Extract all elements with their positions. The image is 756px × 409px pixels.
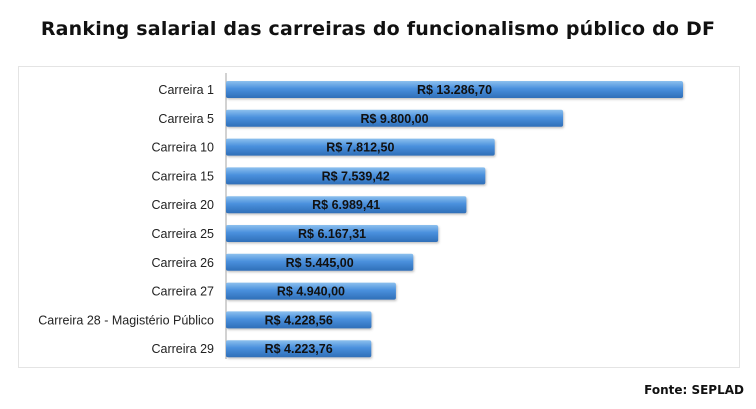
value-label: R$ 4.940,00 <box>277 285 345 299</box>
source-note: Fonte: SEPLAD <box>644 383 744 397</box>
value-label: R$ 6.989,41 <box>312 198 380 212</box>
category-label: Carreira 1 <box>158 83 214 97</box>
bar <box>226 340 372 358</box>
value-label: R$ 6.167,31 <box>298 227 366 241</box>
value-label: R$ 5.445,00 <box>286 256 354 270</box>
bar <box>226 196 467 214</box>
category-label: Carreira 5 <box>158 112 214 126</box>
category-label: Carreira 27 <box>151 285 214 299</box>
bar <box>226 253 414 271</box>
bar <box>226 311 372 329</box>
plot-area-frame <box>18 66 740 368</box>
value-label: R$ 13.286,70 <box>417 83 492 97</box>
bar <box>226 225 439 242</box>
chart-title: Ranking salarial das carreiras do funcio… <box>40 18 716 40</box>
value-label: R$ 7.812,50 <box>326 141 394 155</box>
category-label: Carreira 26 <box>151 256 214 270</box>
value-label: R$ 4.228,56 <box>265 313 333 327</box>
bar <box>226 81 683 98</box>
category-label: Carreira 10 <box>151 141 214 155</box>
category-label: Carreira 29 <box>151 342 214 356</box>
category-label: Carreira 28 - Magistério Público <box>38 313 214 327</box>
value-label: R$ 4.223,76 <box>265 342 333 356</box>
value-label: R$ 7.539,42 <box>322 169 390 183</box>
category-label: Carreira 20 <box>151 198 214 212</box>
bar <box>226 138 495 156</box>
bar <box>226 282 396 300</box>
bar <box>226 167 486 185</box>
category-label: Carreira 15 <box>151 169 214 183</box>
value-label: R$ 9.800,00 <box>360 112 428 126</box>
bar <box>226 109 564 127</box>
category-label: Carreira 25 <box>151 227 214 241</box>
